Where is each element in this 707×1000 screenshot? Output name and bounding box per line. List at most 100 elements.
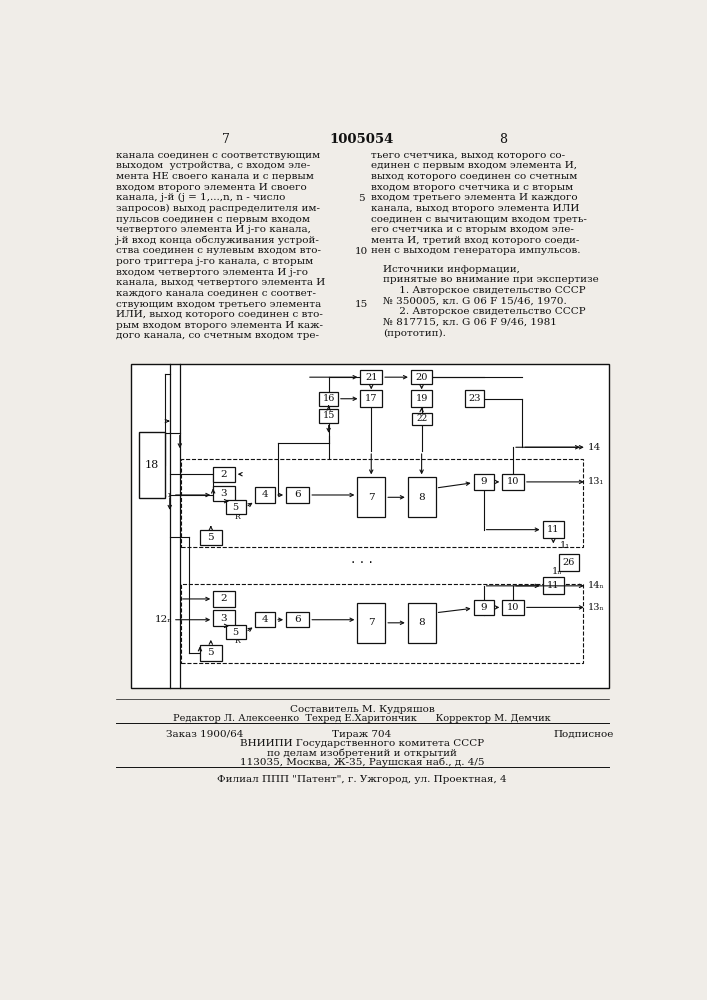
Bar bbox=[474, 600, 493, 615]
Bar bbox=[361, 390, 382, 407]
Text: (прототип).: (прототип). bbox=[383, 329, 445, 338]
Text: ...: ... bbox=[368, 399, 375, 408]
Text: 10: 10 bbox=[507, 477, 519, 486]
Bar bbox=[474, 474, 493, 490]
Text: ...: ... bbox=[367, 622, 375, 632]
Bar bbox=[502, 600, 524, 615]
Bar bbox=[357, 477, 385, 517]
Bar bbox=[213, 610, 235, 626]
Text: Составитель М. Кудряшов: Составитель М. Кудряшов bbox=[290, 705, 434, 714]
Text: каждого канала соединен с соответ-: каждого канала соединен с соответ- bbox=[115, 289, 315, 298]
Text: 113035, Москва, Ж-35, Раушская наб., д. 4/5: 113035, Москва, Ж-35, Раушская наб., д. … bbox=[240, 758, 484, 767]
Text: ВНИИПИ Государственного комитета СССР: ВНИИПИ Государственного комитета СССР bbox=[240, 739, 484, 748]
Text: ...: ... bbox=[367, 496, 375, 506]
Bar bbox=[255, 612, 275, 627]
Text: 1005054: 1005054 bbox=[329, 133, 394, 146]
Text: канала соединен с соответствующим: канала соединен с соответствующим bbox=[115, 151, 320, 160]
Text: 1ₙ: 1ₙ bbox=[552, 567, 562, 576]
Text: соединен с вычитающим входом треть-: соединен с вычитающим входом треть- bbox=[371, 215, 587, 224]
Bar bbox=[213, 466, 235, 482]
Text: 5: 5 bbox=[233, 503, 239, 512]
Text: 17: 17 bbox=[365, 394, 378, 403]
Bar bbox=[200, 645, 222, 661]
Text: 3: 3 bbox=[221, 614, 228, 623]
Text: пульсов соединен с первым входом: пульсов соединен с первым входом bbox=[115, 215, 310, 224]
Bar bbox=[131, 364, 609, 688]
Text: дого канала, со счетным входом тре-: дого канала, со счетным входом тре- bbox=[115, 331, 318, 340]
Text: 1. Авторское свидетельство СССР: 1. Авторское свидетельство СССР bbox=[383, 286, 585, 295]
Text: 20: 20 bbox=[416, 373, 428, 382]
Text: 14ₙ: 14ₙ bbox=[588, 581, 605, 590]
Bar bbox=[226, 500, 246, 514]
Text: единен с первым входом элемента И,: единен с первым входом элемента И, bbox=[371, 161, 577, 170]
Text: ства соединен с нулевым входом вто-: ства соединен с нулевым входом вто- bbox=[115, 246, 320, 255]
Text: 6: 6 bbox=[294, 615, 301, 624]
Text: 18: 18 bbox=[145, 460, 159, 470]
Text: Подписное: Подписное bbox=[554, 730, 614, 739]
Bar bbox=[411, 390, 433, 407]
Bar bbox=[411, 370, 433, 384]
Bar bbox=[200, 530, 222, 545]
Text: 10: 10 bbox=[354, 247, 368, 256]
Text: № 817715, кл. G 06 F 9/46, 1981: № 817715, кл. G 06 F 9/46, 1981 bbox=[383, 318, 556, 327]
Text: 15: 15 bbox=[322, 411, 335, 420]
Text: 19: 19 bbox=[416, 394, 428, 403]
Text: Источники информации,: Источники информации, bbox=[383, 265, 520, 274]
Text: 16: 16 bbox=[322, 394, 335, 403]
Bar bbox=[182, 459, 583, 547]
Text: ...: ... bbox=[417, 622, 426, 632]
Text: входом третьего элемента И каждого: входом третьего элемента И каждого bbox=[371, 193, 578, 202]
Text: ИЛИ, выход которого соединен с вто-: ИЛИ, выход которого соединен с вто- bbox=[115, 310, 322, 319]
Text: 8: 8 bbox=[499, 133, 507, 146]
Text: 21: 21 bbox=[365, 373, 378, 382]
Text: 11: 11 bbox=[547, 581, 560, 590]
Text: ...: ... bbox=[419, 399, 426, 408]
Text: 11: 11 bbox=[547, 525, 560, 534]
Bar bbox=[213, 486, 235, 501]
Bar bbox=[408, 603, 436, 643]
Bar bbox=[542, 577, 564, 594]
Text: 3: 3 bbox=[221, 489, 228, 498]
Text: . . .: . . . bbox=[351, 552, 373, 566]
Text: 22: 22 bbox=[416, 414, 427, 423]
Bar bbox=[320, 409, 338, 423]
Text: 7: 7 bbox=[368, 618, 375, 627]
Bar bbox=[357, 603, 385, 643]
Text: j-й вход конца обслуживания устрой-: j-й вход конца обслуживания устрой- bbox=[115, 236, 320, 245]
Bar bbox=[502, 474, 524, 490]
Text: 1₁: 1₁ bbox=[559, 541, 570, 550]
Bar bbox=[559, 554, 579, 571]
Text: входом второго счетчика и с вторым: входом второго счетчика и с вторым bbox=[371, 183, 573, 192]
Text: 7: 7 bbox=[221, 133, 230, 146]
Text: 2: 2 bbox=[221, 594, 228, 603]
Text: 13ₙ: 13ₙ bbox=[588, 603, 605, 612]
Text: Филиал ППП "Патент", г. Ужгород, ул. Проектная, 4: Филиал ППП "Патент", г. Ужгород, ул. Про… bbox=[217, 774, 507, 784]
Text: канала, выход четвертого элемента И: канала, выход четвертого элемента И bbox=[115, 278, 325, 287]
Text: мента И, третий вход которого соеди-: мента И, третий вход которого соеди- bbox=[371, 236, 580, 245]
Text: выходом  устройства, с входом эле-: выходом устройства, с входом эле- bbox=[115, 161, 310, 170]
Bar bbox=[213, 591, 235, 607]
Text: принятые во внимание при экспертизе: принятые во внимание при экспертизе bbox=[383, 275, 599, 284]
Text: 2. Авторское свидетельство СССР: 2. Авторское свидетельство СССР bbox=[383, 307, 585, 316]
Text: 5: 5 bbox=[358, 194, 365, 203]
Text: рым входом второго элемента И каж-: рым входом второго элемента И каж- bbox=[115, 321, 322, 330]
Text: 2: 2 bbox=[221, 470, 228, 479]
Bar bbox=[182, 584, 583, 663]
Text: 6: 6 bbox=[294, 490, 301, 499]
Text: R: R bbox=[235, 513, 241, 521]
Bar bbox=[286, 487, 309, 503]
Text: 13₁: 13₁ bbox=[588, 477, 604, 486]
Text: 9: 9 bbox=[480, 603, 487, 612]
Text: 26: 26 bbox=[563, 558, 575, 567]
Text: четвертого элемента И j-го канала,: четвертого элемента И j-го канала, bbox=[115, 225, 310, 234]
Text: 12ₙ: 12ₙ bbox=[154, 615, 172, 624]
Text: R: R bbox=[235, 637, 241, 645]
Text: 9: 9 bbox=[480, 477, 487, 486]
Text: 10: 10 bbox=[507, 603, 519, 612]
Text: запросов) выход распределителя им-: запросов) выход распределителя им- bbox=[115, 204, 320, 213]
Text: выход которого соединен со счетным: выход которого соединен со счетным bbox=[371, 172, 578, 181]
Text: 8: 8 bbox=[419, 493, 425, 502]
Text: ...: ... bbox=[417, 496, 426, 506]
Text: нен с выходом генератора импульсов.: нен с выходом генератора импульсов. bbox=[371, 246, 580, 255]
Text: 7: 7 bbox=[368, 493, 375, 502]
